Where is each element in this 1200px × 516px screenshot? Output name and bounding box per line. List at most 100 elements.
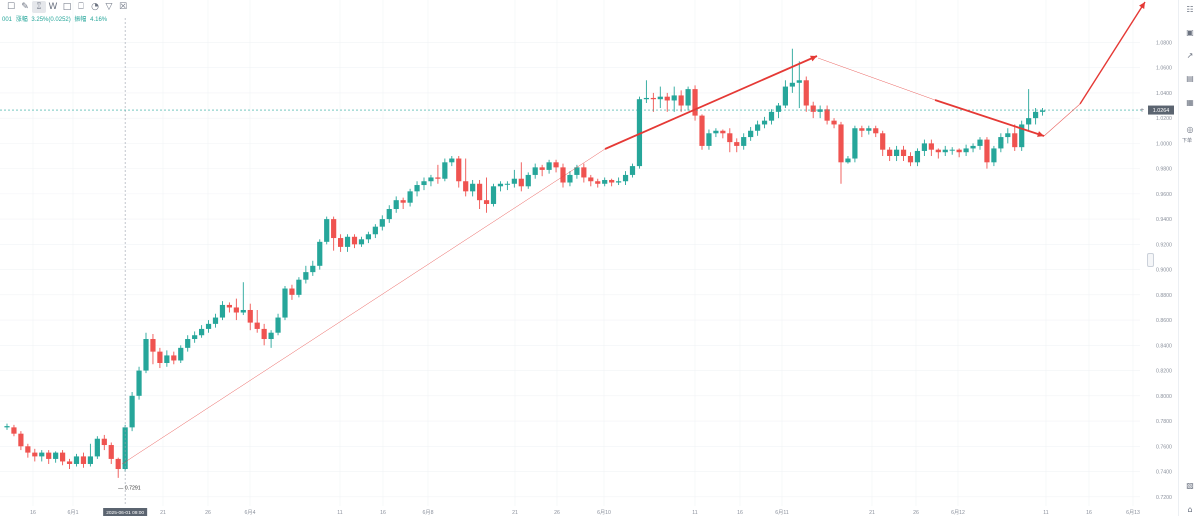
candle-body	[80, 456, 87, 464]
low-price-label: — 0.7291	[118, 485, 141, 491]
trash-icon[interactable]: ☒	[118, 2, 128, 12]
y-tick-label: 1.0600	[1156, 66, 1172, 72]
candle-body	[143, 339, 149, 371]
candle-body	[282, 288, 288, 318]
x-tick-label: 16	[737, 510, 743, 516]
candle-body	[810, 105, 816, 112]
candle-body	[581, 167, 587, 178]
x-tick-label: 26	[205, 510, 211, 516]
candle-body	[421, 181, 427, 186]
symbol-code: 001	[2, 17, 13, 23]
layout-icon[interactable]: ▧	[1186, 481, 1194, 490]
text-w-icon[interactable]: W	[48, 2, 58, 12]
crosshair-date-label: 2025-06-01 09:00	[106, 510, 144, 516]
candle-body	[324, 219, 330, 242]
candle-body	[935, 149, 941, 153]
candle-body	[66, 461, 73, 464]
x-tick-label: 21	[160, 510, 166, 516]
candle-body	[268, 332, 274, 340]
doc-icon[interactable]: ☷	[1186, 5, 1194, 14]
box-icon[interactable]: ▦	[1186, 98, 1194, 107]
x-tick-label: 6月4	[245, 509, 256, 516]
change-value: 3.25%(0.0252)	[31, 17, 71, 23]
candle-body	[685, 89, 691, 106]
candle-body	[483, 200, 490, 204]
y-tick-label: 0.8200	[1156, 369, 1172, 375]
x-tick-label: 6月1	[68, 509, 79, 516]
candle-body	[636, 99, 643, 167]
candle-body	[428, 177, 434, 182]
candle-body	[977, 139, 983, 146]
filter-icon[interactable]: ▽	[105, 2, 113, 12]
axis-resize-handle[interactable]	[1147, 253, 1154, 267]
amplitude-label: 振幅	[74, 17, 87, 23]
candle-body	[386, 209, 392, 220]
candle-body	[338, 238, 344, 247]
candle-body	[609, 179, 615, 183]
candle-body	[1005, 133, 1011, 138]
candlestick-series	[4, 48, 1046, 478]
last-price-label: 1.0264	[1153, 108, 1170, 114]
candle-body	[963, 148, 969, 153]
candle-body	[588, 177, 594, 182]
candle-body	[470, 183, 476, 192]
candle-body	[560, 167, 566, 183]
lock-icon[interactable]: ⎕	[78, 2, 84, 12]
candle-body	[39, 452, 45, 457]
candle-body	[998, 137, 1004, 149]
bell-icon[interactable]: ⌂	[1187, 505, 1193, 514]
candle-body	[671, 95, 677, 101]
candle-body	[372, 226, 378, 235]
candle-body	[1039, 110, 1046, 112]
x-tick-label: 6月11	[775, 509, 789, 516]
price-axis: 0.7200 0.7400 0.7600 0.7800 0.8000 0.8200 0.84…	[1139, 40, 1174, 501]
candle-body	[657, 96, 663, 100]
trend-line-up-thin	[121, 148, 606, 465]
candle-body	[900, 149, 907, 157]
candle-body	[136, 370, 142, 396]
candle-body	[748, 130, 754, 138]
candle-body	[602, 179, 608, 184]
quote-info: 001 涨幅 3.25%(0.0252) 振幅 4.16%	[2, 14, 109, 23]
camera-icon[interactable]: ▣	[1186, 28, 1194, 37]
candle-body	[87, 456, 93, 464]
candle-body	[18, 433, 24, 447]
right-tool-rail: 下单 ☷ ▣ ↗ ▤ ▦ ◎ ▧ ⌂	[1178, 0, 1200, 516]
candle-body	[831, 120, 837, 125]
trend-annotations[interactable]: 1.0747 —— 0.7291	[0, 1, 1146, 506]
candle-body	[199, 328, 205, 336]
candle-body	[365, 234, 371, 240]
candle-body	[497, 183, 504, 187]
cursor-icon[interactable]: ☐	[6, 2, 16, 12]
candle-body	[226, 304, 232, 308]
measure-icon[interactable]: ↗	[1186, 51, 1194, 60]
candle-body	[970, 145, 976, 149]
pencil-icon[interactable]: ✎	[21, 2, 29, 12]
candle-body	[880, 133, 886, 150]
candle-body	[171, 355, 177, 361]
candle-body	[25, 446, 31, 453]
candle-body	[32, 452, 38, 457]
shape-icon[interactable]: □	[62, 2, 72, 12]
candle-body	[261, 328, 267, 340]
target-icon[interactable]: ◎	[1186, 125, 1194, 134]
candle-body	[122, 427, 128, 470]
candle-body	[351, 236, 358, 245]
magnet-icon[interactable]: ◔	[91, 2, 99, 12]
candle-body	[553, 162, 559, 168]
candle-body	[511, 178, 517, 184]
x-tick-label: 16	[1086, 510, 1092, 516]
image-icon[interactable]: ▤	[1186, 74, 1194, 83]
y-tick-label: 0.8600	[1156, 318, 1172, 324]
candle-body	[713, 130, 719, 134]
brush-icon[interactable]: ⑄	[32, 1, 46, 13]
candle-body	[622, 174, 629, 182]
order-label[interactable]: 下单	[1182, 138, 1193, 144]
y-tick-label: 0.8400	[1156, 343, 1172, 349]
candle-body	[53, 452, 59, 459]
trend-arrow-up-head	[810, 55, 817, 62]
candle-body	[247, 309, 253, 323]
candle-body	[678, 95, 684, 106]
x-tick-label: 6月10	[597, 509, 611, 516]
